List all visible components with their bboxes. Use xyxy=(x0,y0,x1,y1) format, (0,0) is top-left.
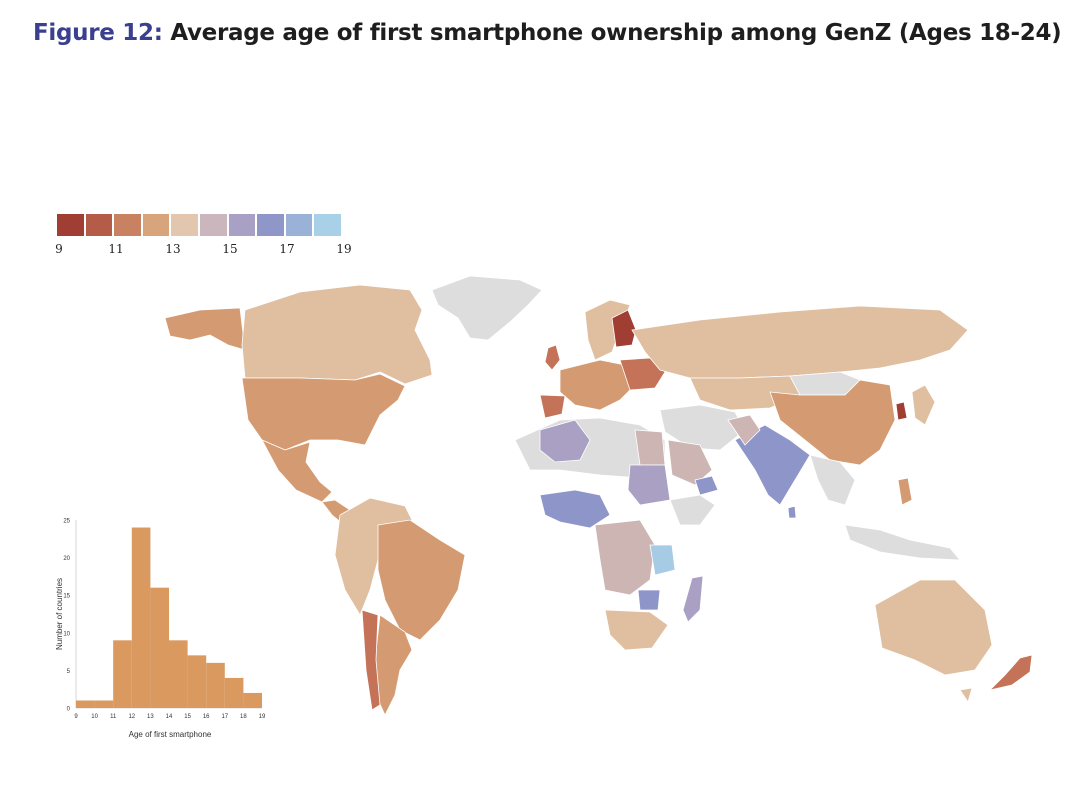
histogram-bar xyxy=(94,700,114,708)
histogram-bar xyxy=(206,662,225,708)
indonesia xyxy=(844,524,961,561)
legend-swatch xyxy=(228,214,256,236)
horn-of-africa xyxy=(669,494,716,526)
legend-tick: 11 xyxy=(108,242,124,256)
histogram-x-tick: 17 xyxy=(221,714,228,720)
legend-swatch xyxy=(285,214,313,236)
legend-swatch xyxy=(85,214,113,236)
finland xyxy=(611,309,637,348)
mozambique-area xyxy=(637,589,661,611)
sri-lanka xyxy=(787,505,797,519)
histogram-y-tick: 25 xyxy=(63,519,70,525)
yemen xyxy=(694,475,719,496)
legend-swatch xyxy=(171,214,198,236)
histogram-x-tick: 11 xyxy=(110,714,117,720)
legend-swatch xyxy=(114,214,141,236)
central-africa xyxy=(594,519,656,596)
algeria xyxy=(539,419,591,463)
legend-swatch xyxy=(314,214,341,236)
figure-label: Figure 12: xyxy=(33,20,163,46)
philippines xyxy=(897,477,913,506)
legend-tick: 13 xyxy=(165,242,181,256)
histogram-y-tick: 20 xyxy=(63,556,70,562)
india xyxy=(734,424,811,506)
histogram-x-label: Age of first smartphone xyxy=(129,730,212,739)
legend-swatch xyxy=(257,214,284,236)
mexico xyxy=(261,439,333,503)
southern-africa xyxy=(604,609,669,651)
saudi-arabia xyxy=(667,439,713,486)
histogram-bar xyxy=(131,527,151,708)
uk xyxy=(544,344,561,371)
west-africa xyxy=(539,489,611,529)
histogram-x-tick: 12 xyxy=(128,714,135,720)
sudan xyxy=(627,464,671,506)
legend-swatch xyxy=(57,214,84,236)
pakistan xyxy=(727,414,761,446)
histogram-y-tick: 0 xyxy=(67,707,71,713)
madagascar xyxy=(682,575,704,623)
southeast-asia xyxy=(809,454,856,506)
japan xyxy=(911,384,936,426)
histogram-x-tick: 19 xyxy=(259,714,266,720)
eastern-europe xyxy=(619,357,666,391)
brazil xyxy=(377,519,466,641)
histogram-bar xyxy=(169,640,188,708)
united-states xyxy=(241,373,406,451)
histogram-y-tick: 15 xyxy=(63,594,70,600)
histogram-bar xyxy=(150,587,169,708)
histogram-y-label: Number of countries xyxy=(55,578,64,650)
middle-east xyxy=(659,404,746,451)
chile xyxy=(361,609,381,711)
histogram-x-tick: 9 xyxy=(74,714,78,720)
histogram-bar xyxy=(243,692,262,708)
korea xyxy=(895,401,908,421)
histogram-bar xyxy=(224,677,244,708)
legend-ticks: 9 11 13 15 17 19 xyxy=(55,242,351,258)
legend-tick: 19 xyxy=(336,242,352,256)
title-text: Average age of first smartphone ownershi… xyxy=(170,20,1062,46)
legend-tick: 9 xyxy=(55,242,63,256)
legend-swatch xyxy=(142,214,170,236)
histogram-x-tick: 15 xyxy=(184,714,191,720)
histogram-x-tick: 16 xyxy=(203,714,210,720)
histogram-x-tick: 18 xyxy=(240,714,247,720)
russia xyxy=(631,305,969,379)
new-zealand xyxy=(988,654,1033,691)
histogram-y-tick: 10 xyxy=(63,631,70,637)
histogram-bar xyxy=(76,700,95,708)
tasmania xyxy=(959,687,973,703)
china xyxy=(769,379,896,466)
histogram-y-tick: 5 xyxy=(67,669,71,675)
greenland xyxy=(431,275,543,341)
histogram-bar xyxy=(187,655,207,708)
histogram-inset: 0 5 10 15 20 25 9 10 11 12 13 14 15 16 17 18 19 Age of … xyxy=(55,519,266,740)
canada xyxy=(241,284,433,385)
color-legend: 9 11 13 15 17 19 xyxy=(55,214,352,258)
tanzania xyxy=(649,544,676,576)
legend-tick: 15 xyxy=(222,242,238,256)
histogram-x-tick: 13 xyxy=(147,714,154,720)
legend-color-bar xyxy=(57,214,343,236)
alaska xyxy=(164,307,246,351)
histogram-x-tick: 10 xyxy=(91,714,98,720)
histogram-x-tick: 14 xyxy=(166,714,173,720)
egypt xyxy=(634,429,666,466)
legend-swatch xyxy=(199,214,227,236)
australia xyxy=(874,579,993,676)
iberia xyxy=(539,394,566,419)
figure-title: Figure 12: Average age of first smartpho… xyxy=(33,20,1062,46)
histogram-bar xyxy=(113,640,132,708)
legend-tick: 17 xyxy=(279,242,295,256)
